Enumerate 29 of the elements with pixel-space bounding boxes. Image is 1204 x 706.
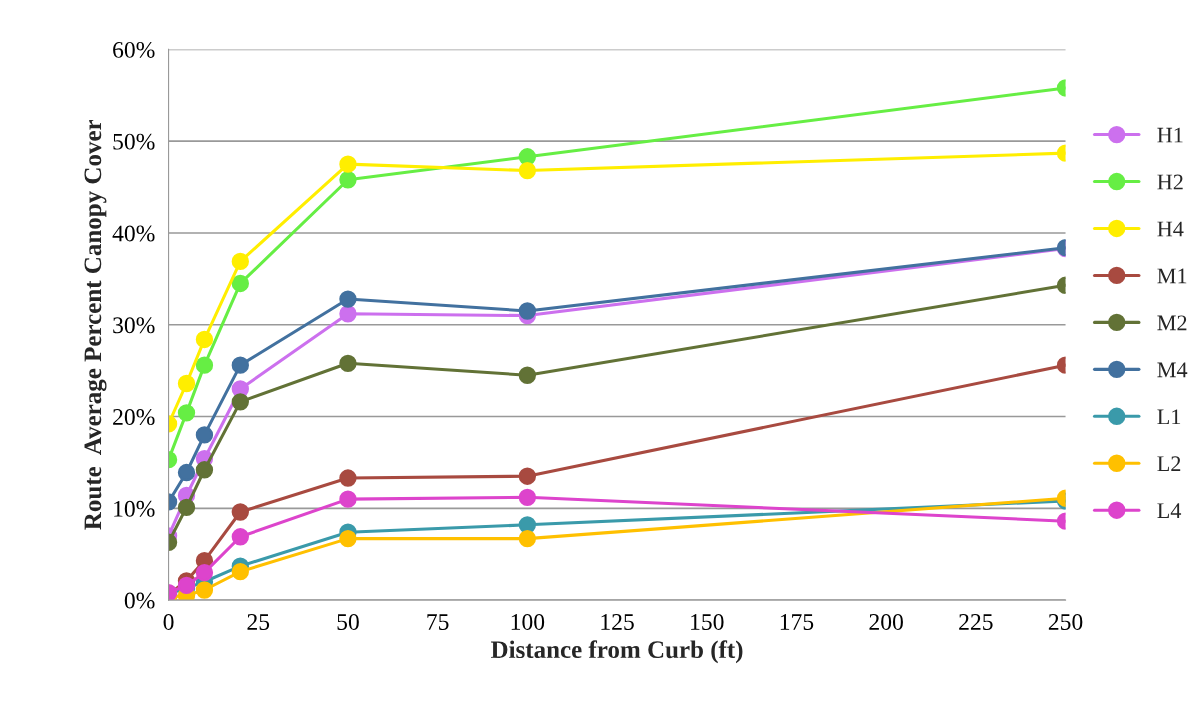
x-tick-label: 0	[163, 613, 174, 630]
x-tick-label: 50	[337, 613, 359, 630]
y-tick-label: 0%	[124, 592, 155, 609]
x-tick-label: 25	[247, 614, 270, 630]
legend-label: L1	[1157, 409, 1181, 425]
x-tick-label: 200	[869, 613, 903, 630]
legend-label: L2	[1157, 456, 1181, 472]
x-tick-label: 100	[511, 613, 545, 630]
x-tick-label: 75	[427, 614, 449, 630]
legend-label: M1	[1157, 268, 1187, 284]
legend-label: H4	[1157, 221, 1184, 237]
y-tick-label: 10%	[114, 500, 155, 517]
legend-label: L4	[1157, 503, 1182, 518]
x-tick-label: 175	[780, 614, 814, 630]
x-tick-label: 150	[691, 613, 724, 630]
y-tick-label: 20%	[113, 409, 155, 426]
x-tick-label: 125	[601, 614, 634, 630]
y-tick-label: 30%	[113, 317, 155, 334]
y-tick-label: 50%	[113, 133, 155, 150]
x-axis-title: Distance from Curb (ft)	[491, 640, 743, 664]
y-tick-label: 40%	[112, 225, 155, 242]
x-tick-label: 250	[1048, 613, 1083, 630]
legend-label: M4	[1157, 362, 1188, 378]
y-tick-label: 60%	[113, 41, 155, 58]
legend-label: M2	[1157, 315, 1187, 331]
x-tick-label: 225	[959, 614, 993, 630]
legend-label: H2	[1157, 174, 1183, 190]
legend-label: H1	[1157, 127, 1183, 143]
y-axis-title: Route Average Percent Canopy Cover	[84, 119, 107, 530]
